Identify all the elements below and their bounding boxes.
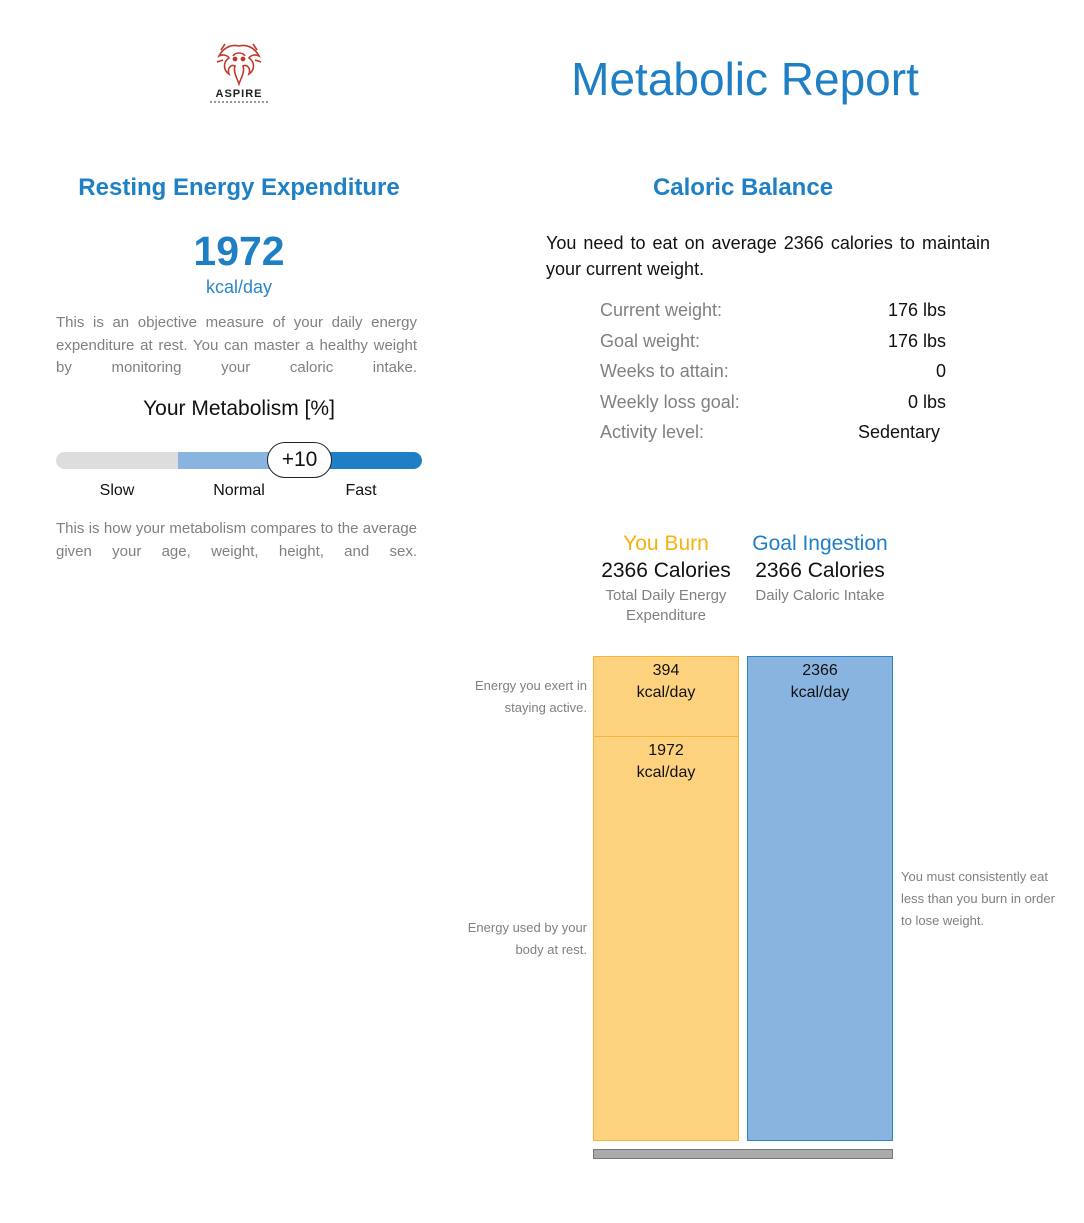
metabolism-description: This is how your metabolism compares to … [56,520,417,560]
logo-tagline-decoration [210,101,268,104]
goal-intake-value: 2366 [802,662,838,679]
stat-row-activity-level: Activity level: Sedentary [600,422,946,453]
stat-value: 0 [935,361,946,381]
goal-ingestion-header: Goal Ingestion 2366 Calories Daily Calor… [740,530,900,606]
stat-value: 0 lbs [907,391,946,412]
bars-baseline [593,1149,893,1159]
ree-description: This is an objective measure of your dai… [56,314,417,376]
active-energy-unit: kcal/day [636,684,696,701]
stat-label: Goal weight: [600,330,701,351]
stat-label: Weeks to attain: [600,361,729,381]
resting-energy-value: 1972 [648,742,684,759]
scale-label-fast: Fast [345,482,377,499]
metabolism-title: Your Metabolism [%] [143,397,335,420]
stat-row-current-weight: Current weight: 176 lbs [600,300,946,331]
goal-intake-unit: kcal/day [790,684,850,701]
stat-label: Activity level: [600,422,705,442]
metabolism-value-marker: +10 [267,442,332,478]
ree-section-title: Resting Energy Expenditure [78,174,400,201]
stat-value: Sedentary [857,422,940,442]
ree-value: 1972 [193,228,285,274]
stat-row-weeks-to-attain: Weeks to attain: 0 [600,361,946,392]
goal-ingestion-title: Goal Ingestion [752,532,888,555]
goal-intake-bar: 2366 kcal/day [747,656,893,1141]
you-burn-title: You Burn [623,532,709,555]
stat-row-weekly-loss-goal: Weekly loss goal: 0 lbs [600,392,946,423]
aspire-logo: ASPIRE [196,40,282,116]
logo-text: ASPIRE [215,88,263,100]
caloric-balance-title: Caloric Balance [652,174,834,201]
active-energy-value: 394 [652,662,680,679]
dragon-crest-icon [216,43,262,87]
scale-label-slow: Slow [99,482,135,499]
you-burn-header: You Burn 2366 Calories Total Daily Energ… [586,530,746,626]
weight-stats-table: Current weight: 176 lbs Goal weight: 176… [600,300,946,453]
stat-label: Weekly loss goal: [600,391,740,412]
report-title: Metabolic Report [571,53,919,105]
you-burn-subtitle: Total Daily Energy Expenditure [605,587,727,624]
scale-label-normal: Normal [213,482,265,499]
ree-unit: kcal/day [205,277,273,297]
metabolism-scale [56,452,422,469]
stat-label: Current weight: [600,300,723,320]
you-burn-calories: 2366 Calories [601,559,731,582]
stat-value: 176 lbs [887,330,946,351]
goal-ingestion-calories: 2366 Calories [755,559,885,582]
scale-segment-slow [56,452,178,469]
active-energy-bar: 394 kcal/day [593,656,739,738]
stat-row-goal-weight: Goal weight: 176 lbs [600,331,946,362]
maintenance-statement: You need to eat on average 2366 calories… [546,233,990,279]
active-energy-note: Energy you exert in staying active. [474,678,587,715]
goal-intake-note: You must consistently eat less than you … [901,869,1055,928]
stat-value: 176 lbs [887,300,946,320]
goal-ingestion-subtitle: Daily Caloric Intake [755,587,885,604]
resting-energy-unit: kcal/day [636,764,696,781]
resting-energy-bar: 1972 kcal/day [593,736,739,1141]
resting-energy-note: Energy used by your body at rest. [467,920,587,957]
